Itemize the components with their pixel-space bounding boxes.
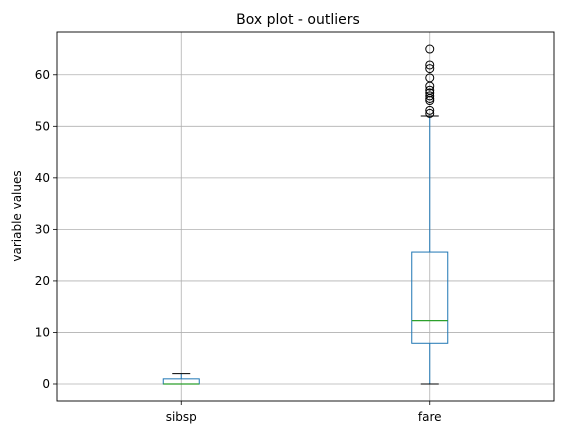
box-sibsp — [162, 373, 200, 385]
y-tick-label: 60 — [35, 68, 50, 82]
outlier-point — [425, 60, 435, 70]
x-tick-label: sibsp — [166, 410, 197, 424]
plot-frame — [56, 31, 555, 402]
outlier-point — [425, 88, 435, 98]
outlier-point — [425, 73, 435, 83]
y-tick-label: 20 — [35, 274, 50, 288]
iqr-box — [411, 251, 449, 344]
outlier-point — [425, 44, 435, 54]
y-tick-label: 40 — [35, 171, 50, 185]
outlier-point — [425, 64, 435, 74]
chart-title: Box plot - outliers — [236, 12, 360, 28]
boxes — [162, 44, 449, 385]
outlier-point — [425, 105, 435, 115]
y-axis-label: variable values — [10, 170, 24, 261]
box-fare — [411, 44, 449, 385]
axis-ticks: 0 10 20 30 40 50 60 sibsp fare — [35, 68, 442, 424]
outlier-point — [425, 85, 435, 95]
outlier-point — [425, 108, 435, 118]
y-tick-label: 50 — [35, 119, 50, 133]
outlier-point — [425, 91, 435, 101]
y-tick-label: 0 — [42, 377, 50, 391]
x-tick-label: fare — [418, 410, 442, 424]
grid-lines — [57, 32, 554, 401]
y-tick-label: 10 — [35, 325, 50, 339]
y-tick-label: 30 — [35, 222, 50, 236]
